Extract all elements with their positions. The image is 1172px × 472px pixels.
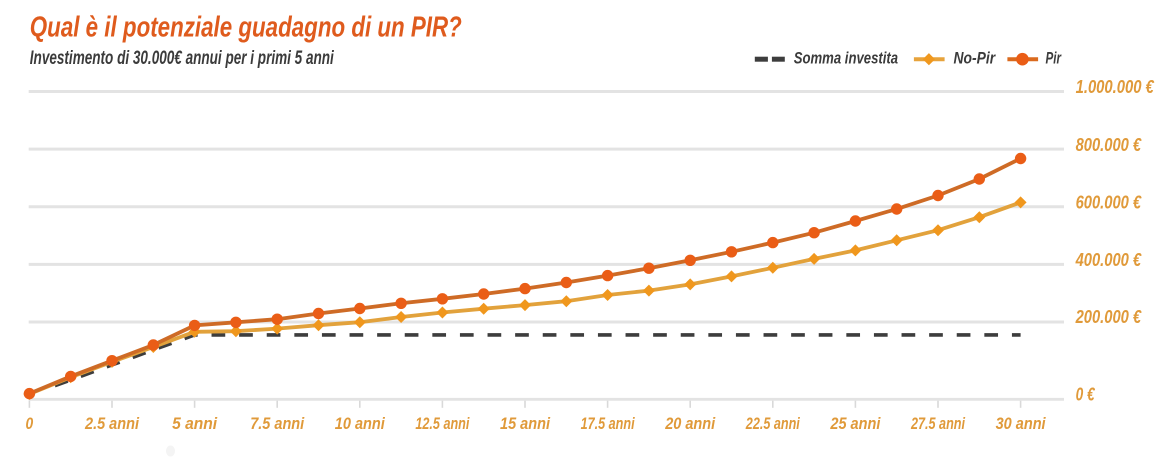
svg-text:No-Pir: No-Pir bbox=[954, 50, 997, 68]
svg-text:1.000.000 €: 1.000.000 € bbox=[1076, 77, 1155, 97]
svg-text:Investimento di 30.000€ annui: Investimento di 30.000€ annui per i prim… bbox=[30, 48, 335, 69]
svg-text:800.000 €: 800.000 € bbox=[1076, 135, 1142, 155]
svg-text:20 anni: 20 anni bbox=[664, 414, 716, 433]
svg-text:27.5 anni: 27.5 anni bbox=[910, 414, 966, 433]
svg-text:7.5 anni: 7.5 anni bbox=[250, 414, 305, 433]
svg-text:5 anni: 5 anni bbox=[172, 414, 218, 433]
svg-text:Pir: Pir bbox=[1046, 50, 1063, 68]
svg-text:12.5 anni: 12.5 anni bbox=[415, 414, 470, 433]
svg-text:0 €: 0 € bbox=[1076, 384, 1096, 404]
svg-text:0: 0 bbox=[26, 414, 34, 433]
svg-text:22.5 anni: 22.5 anni bbox=[745, 414, 801, 433]
svg-text:30 anni: 30 anni bbox=[996, 414, 1047, 433]
svg-text:10 anni: 10 anni bbox=[335, 414, 386, 433]
svg-text:600.000 €: 600.000 € bbox=[1076, 193, 1142, 213]
svg-text:200.000 €: 200.000 € bbox=[1075, 307, 1142, 327]
svg-text:2.5 anni: 2.5 anni bbox=[84, 414, 140, 433]
svg-text:15 anni: 15 anni bbox=[500, 414, 551, 433]
svg-text:25 anni: 25 anni bbox=[830, 414, 882, 433]
svg-text:Somma investita: Somma investita bbox=[794, 50, 898, 68]
svg-text:Qual è il potenziale guadagno: Qual è il potenziale guadagno di un PIR? bbox=[30, 12, 462, 44]
svg-text:17.5 anni: 17.5 anni bbox=[581, 414, 636, 433]
svg-text:400.000 €: 400.000 € bbox=[1075, 250, 1142, 270]
